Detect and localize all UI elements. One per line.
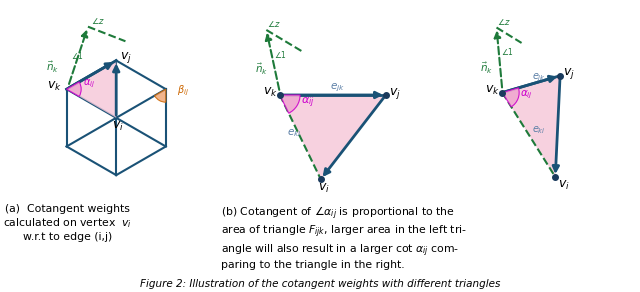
Text: $e_{jk}$: $e_{jk}$ [330, 81, 345, 94]
Text: Figure 2: Illustration of the cotangent weights with different triangles: Figure 2: Illustration of the cotangent … [140, 279, 500, 289]
Text: $\angle 1$: $\angle 1$ [501, 46, 515, 58]
Text: $\boldsymbol{v_i}$: $\boldsymbol{v_i}$ [318, 182, 330, 195]
Text: $\vec{n}_k$: $\vec{n}_k$ [480, 60, 493, 76]
Text: $\boldsymbol{v_k}$: $\boldsymbol{v_k}$ [47, 80, 61, 93]
Text: $\alpha_{ij}$: $\alpha_{ij}$ [83, 77, 95, 90]
Text: (b) Cotangent of $\angle\alpha_{ij}$ is proportional to the
area of triangle $F_: (b) Cotangent of $\angle\alpha_{ij}$ is … [221, 204, 467, 270]
Text: $\angle z$: $\angle z$ [497, 17, 511, 27]
Text: $\boldsymbol{v_j}$: $\boldsymbol{v_j}$ [120, 50, 132, 65]
Text: $\boldsymbol{v_j}$: $\boldsymbol{v_j}$ [389, 86, 401, 101]
Text: $\angle 1$: $\angle 1$ [71, 51, 84, 62]
Text: $\vec{n}_k$: $\vec{n}_k$ [46, 60, 60, 75]
Polygon shape [502, 76, 560, 177]
Text: $\beta_{ij}$: $\beta_{ij}$ [177, 84, 189, 98]
Wedge shape [67, 82, 81, 96]
Text: $\boldsymbol{v_i}$: $\boldsymbol{v_i}$ [112, 120, 124, 133]
Text: $\alpha_{ij}$: $\alpha_{ij}$ [520, 89, 532, 101]
Text: $e_{ki}$: $e_{ki}$ [287, 127, 301, 138]
Wedge shape [502, 88, 519, 107]
Text: $\boldsymbol{v_i}$: $\boldsymbol{v_i}$ [558, 178, 570, 192]
Text: $\angle z$: $\angle z$ [90, 16, 104, 26]
Text: $\boldsymbol{v_k}$: $\boldsymbol{v_k}$ [485, 84, 500, 97]
Text: $\alpha_{ij}$: $\alpha_{ij}$ [301, 96, 315, 110]
Text: $e_{jk}$: $e_{jk}$ [532, 72, 546, 84]
Text: $\vec{n}_k$: $\vec{n}_k$ [255, 62, 268, 77]
Text: $e_{ki}$: $e_{ki}$ [532, 124, 545, 136]
Text: $\boldsymbol{v_k}$: $\boldsymbol{v_k}$ [263, 86, 278, 99]
Text: (a)  Cotangent weights
calculated on vertex  $v_i$
w.r.t to edge (i,j): (a) Cotangent weights calculated on vert… [3, 204, 132, 242]
Polygon shape [67, 60, 116, 118]
Text: $\angle z$: $\angle z$ [268, 19, 282, 29]
Wedge shape [154, 89, 166, 102]
Text: $\angle 1$: $\angle 1$ [274, 49, 287, 60]
Polygon shape [280, 95, 386, 179]
Wedge shape [280, 95, 300, 113]
Text: $\boldsymbol{v_j}$: $\boldsymbol{v_j}$ [563, 66, 575, 81]
